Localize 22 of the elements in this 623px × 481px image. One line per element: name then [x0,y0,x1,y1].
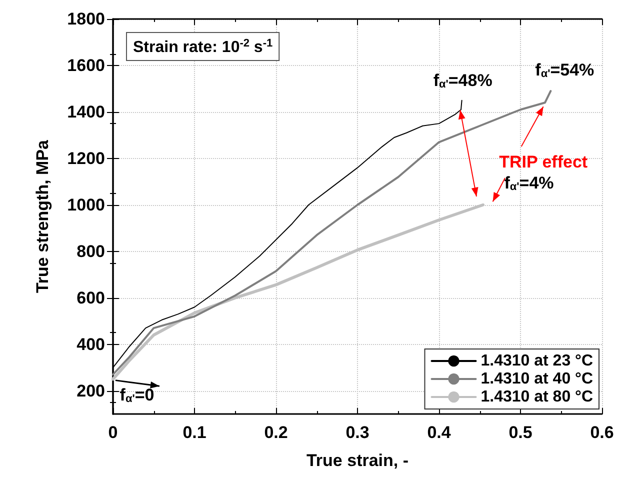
y-tick-label: 1600 [67,56,105,75]
y-tick-label: 1200 [67,148,105,168]
x-tick-label: 0.3 [346,423,370,442]
x-axis-title: True strain, - [306,451,409,470]
y-axis-title: True strength, MPa [33,139,52,294]
y-tick-label: 800 [76,242,105,261]
legend-label: 1.4310 at 23 °C [480,352,594,370]
annotation: TRIP effect [499,152,588,172]
y-tick-label: 1000 [67,195,105,214]
x-tick-label: 0.5 [508,423,532,442]
x-tick-label: 0.4 [427,423,452,442]
x-tick-label: 0.2 [264,423,288,442]
legend-label: 1.4310 at 80 °C [480,388,594,406]
x-tick-label: 0.6 [590,423,614,442]
y-tick-label: 400 [76,334,105,354]
y-tick-label: 1800 [67,10,105,28]
x-tick-label: 0.1 [182,423,206,442]
x-tick-label: 0 [108,423,118,442]
y-tick-label: 600 [76,288,105,308]
y-tick-label: 200 [76,381,105,400]
legend-label: 1.4310 at 40 °C [480,370,594,388]
y-tick-label: 1400 [67,102,105,122]
